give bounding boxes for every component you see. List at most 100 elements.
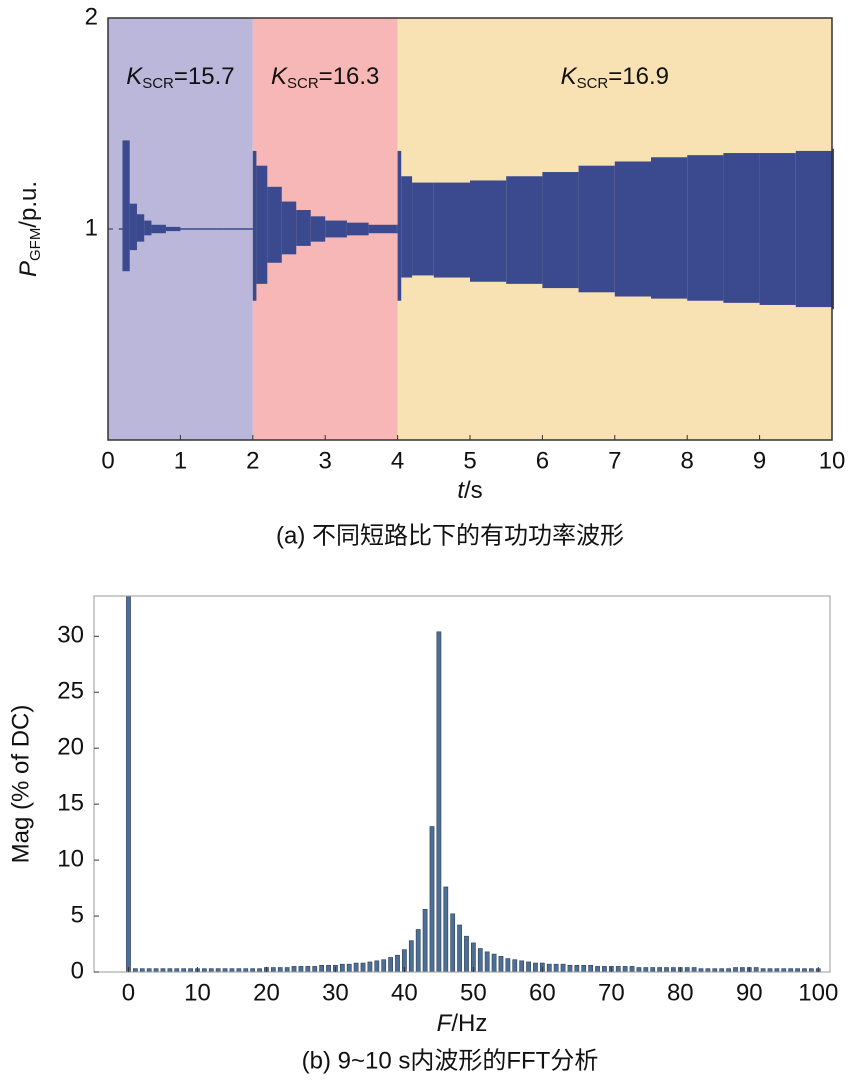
- bar: [471, 942, 476, 972]
- region-label-rest: =16.9: [608, 63, 669, 90]
- waveform-segment: [129, 203, 137, 251]
- x-tick-label: 2: [246, 447, 259, 474]
- bar: [174, 968, 180, 972]
- bar: [277, 967, 283, 972]
- bar: [622, 966, 628, 972]
- bar: [512, 959, 518, 972]
- bar: [753, 967, 759, 972]
- bar: [595, 966, 600, 972]
- bar: [222, 968, 228, 972]
- region-label-main: K: [126, 63, 143, 90]
- region-label: KSCR=15.7: [126, 63, 234, 92]
- x-tick-label: 20: [253, 979, 280, 1006]
- x-tick-label: 8: [681, 447, 694, 474]
- waveform-segment: [325, 220, 347, 238]
- y-tick-label: 0: [71, 957, 84, 984]
- bar: [208, 968, 214, 972]
- bar: [671, 967, 676, 972]
- waveform-segment: [412, 182, 434, 276]
- x-tick-label: 6: [536, 447, 549, 474]
- waveform-segment: [614, 161, 651, 297]
- region-label-sub: SCR: [577, 75, 609, 92]
- bar: [201, 968, 207, 972]
- bar: [450, 913, 456, 972]
- bar: [133, 968, 138, 972]
- y-axis-label-main: P: [15, 261, 42, 277]
- bar: [560, 963, 566, 972]
- x-tick-label: 60: [529, 979, 556, 1006]
- bar: [498, 956, 504, 972]
- waveform-segment: [136, 214, 145, 242]
- waveform-segment: [252, 150, 257, 301]
- bar: [691, 967, 697, 972]
- waveform-segment: [151, 224, 166, 234]
- waveform-segment: [296, 210, 311, 246]
- bar: [153, 968, 159, 972]
- bar: [250, 968, 256, 972]
- x-tick-label: 5: [463, 447, 476, 474]
- x-tick-label: 10: [819, 447, 846, 474]
- bar: [188, 968, 193, 972]
- bar: [381, 959, 387, 972]
- x-tick-label: 4: [391, 447, 404, 474]
- y-axis-label: PGFM/p.u.: [15, 181, 44, 277]
- bar: [484, 951, 490, 972]
- region-label-sub: SCR: [142, 75, 174, 92]
- bar: [767, 968, 773, 972]
- y-tick-label: 25: [57, 678, 84, 705]
- bar: [719, 968, 725, 972]
- x-tick-label: 0: [101, 447, 114, 474]
- waveform-segment: [506, 176, 543, 284]
- bar: [526, 961, 531, 972]
- bar: [160, 968, 166, 972]
- bar: [298, 966, 304, 972]
- region-label: KSCR=16.9: [561, 63, 669, 92]
- y-tick-label: 1: [85, 214, 98, 241]
- bar: [257, 968, 262, 972]
- bar: [546, 963, 552, 972]
- bar: [781, 968, 787, 972]
- x-tick-label: 90: [736, 979, 763, 1006]
- bar: [367, 961, 373, 972]
- bar: [388, 957, 393, 972]
- waveform-segment: [144, 220, 152, 236]
- x-tick-label: 50: [460, 979, 487, 1006]
- bar: [712, 968, 718, 972]
- waveform-segment: [795, 150, 832, 308]
- bar: [705, 968, 711, 972]
- y-axis-label-rest: /p.u.: [15, 181, 42, 228]
- region-label: KSCR=16.3: [271, 63, 379, 92]
- bar: [429, 826, 435, 972]
- bar: [353, 962, 359, 972]
- bar: [312, 966, 318, 972]
- bar: [243, 968, 249, 972]
- waveform-segment: [578, 165, 615, 293]
- bar: [629, 966, 635, 972]
- y-tick-label: 5: [71, 901, 84, 928]
- caption: (a) 不同短路比下的有功功率波形: [276, 522, 624, 549]
- bar: [346, 963, 352, 972]
- x-axis-label-main: F: [437, 1010, 453, 1037]
- bar: [436, 631, 442, 972]
- waveform-segment: [396, 224, 398, 234]
- x-tick-label: 3: [319, 447, 332, 474]
- region-label-sub: SCR: [287, 75, 319, 92]
- x-tick-label: 0: [122, 979, 135, 1006]
- bar: [788, 968, 794, 972]
- x-tick-label: 1: [174, 447, 187, 474]
- x-axis-label: t/s: [457, 477, 482, 504]
- y-tick-label: 10: [57, 845, 84, 872]
- bar: [740, 967, 745, 972]
- bar: [360, 962, 366, 972]
- waveform-segment: [165, 226, 181, 232]
- waveform-segment: [180, 228, 217, 230]
- bar: [643, 967, 649, 972]
- waveform-segment: [310, 216, 326, 242]
- bar: [650, 967, 656, 972]
- waveform-segment: [281, 201, 297, 255]
- bar: [698, 968, 704, 972]
- bar: [684, 967, 690, 972]
- bar: [139, 968, 145, 972]
